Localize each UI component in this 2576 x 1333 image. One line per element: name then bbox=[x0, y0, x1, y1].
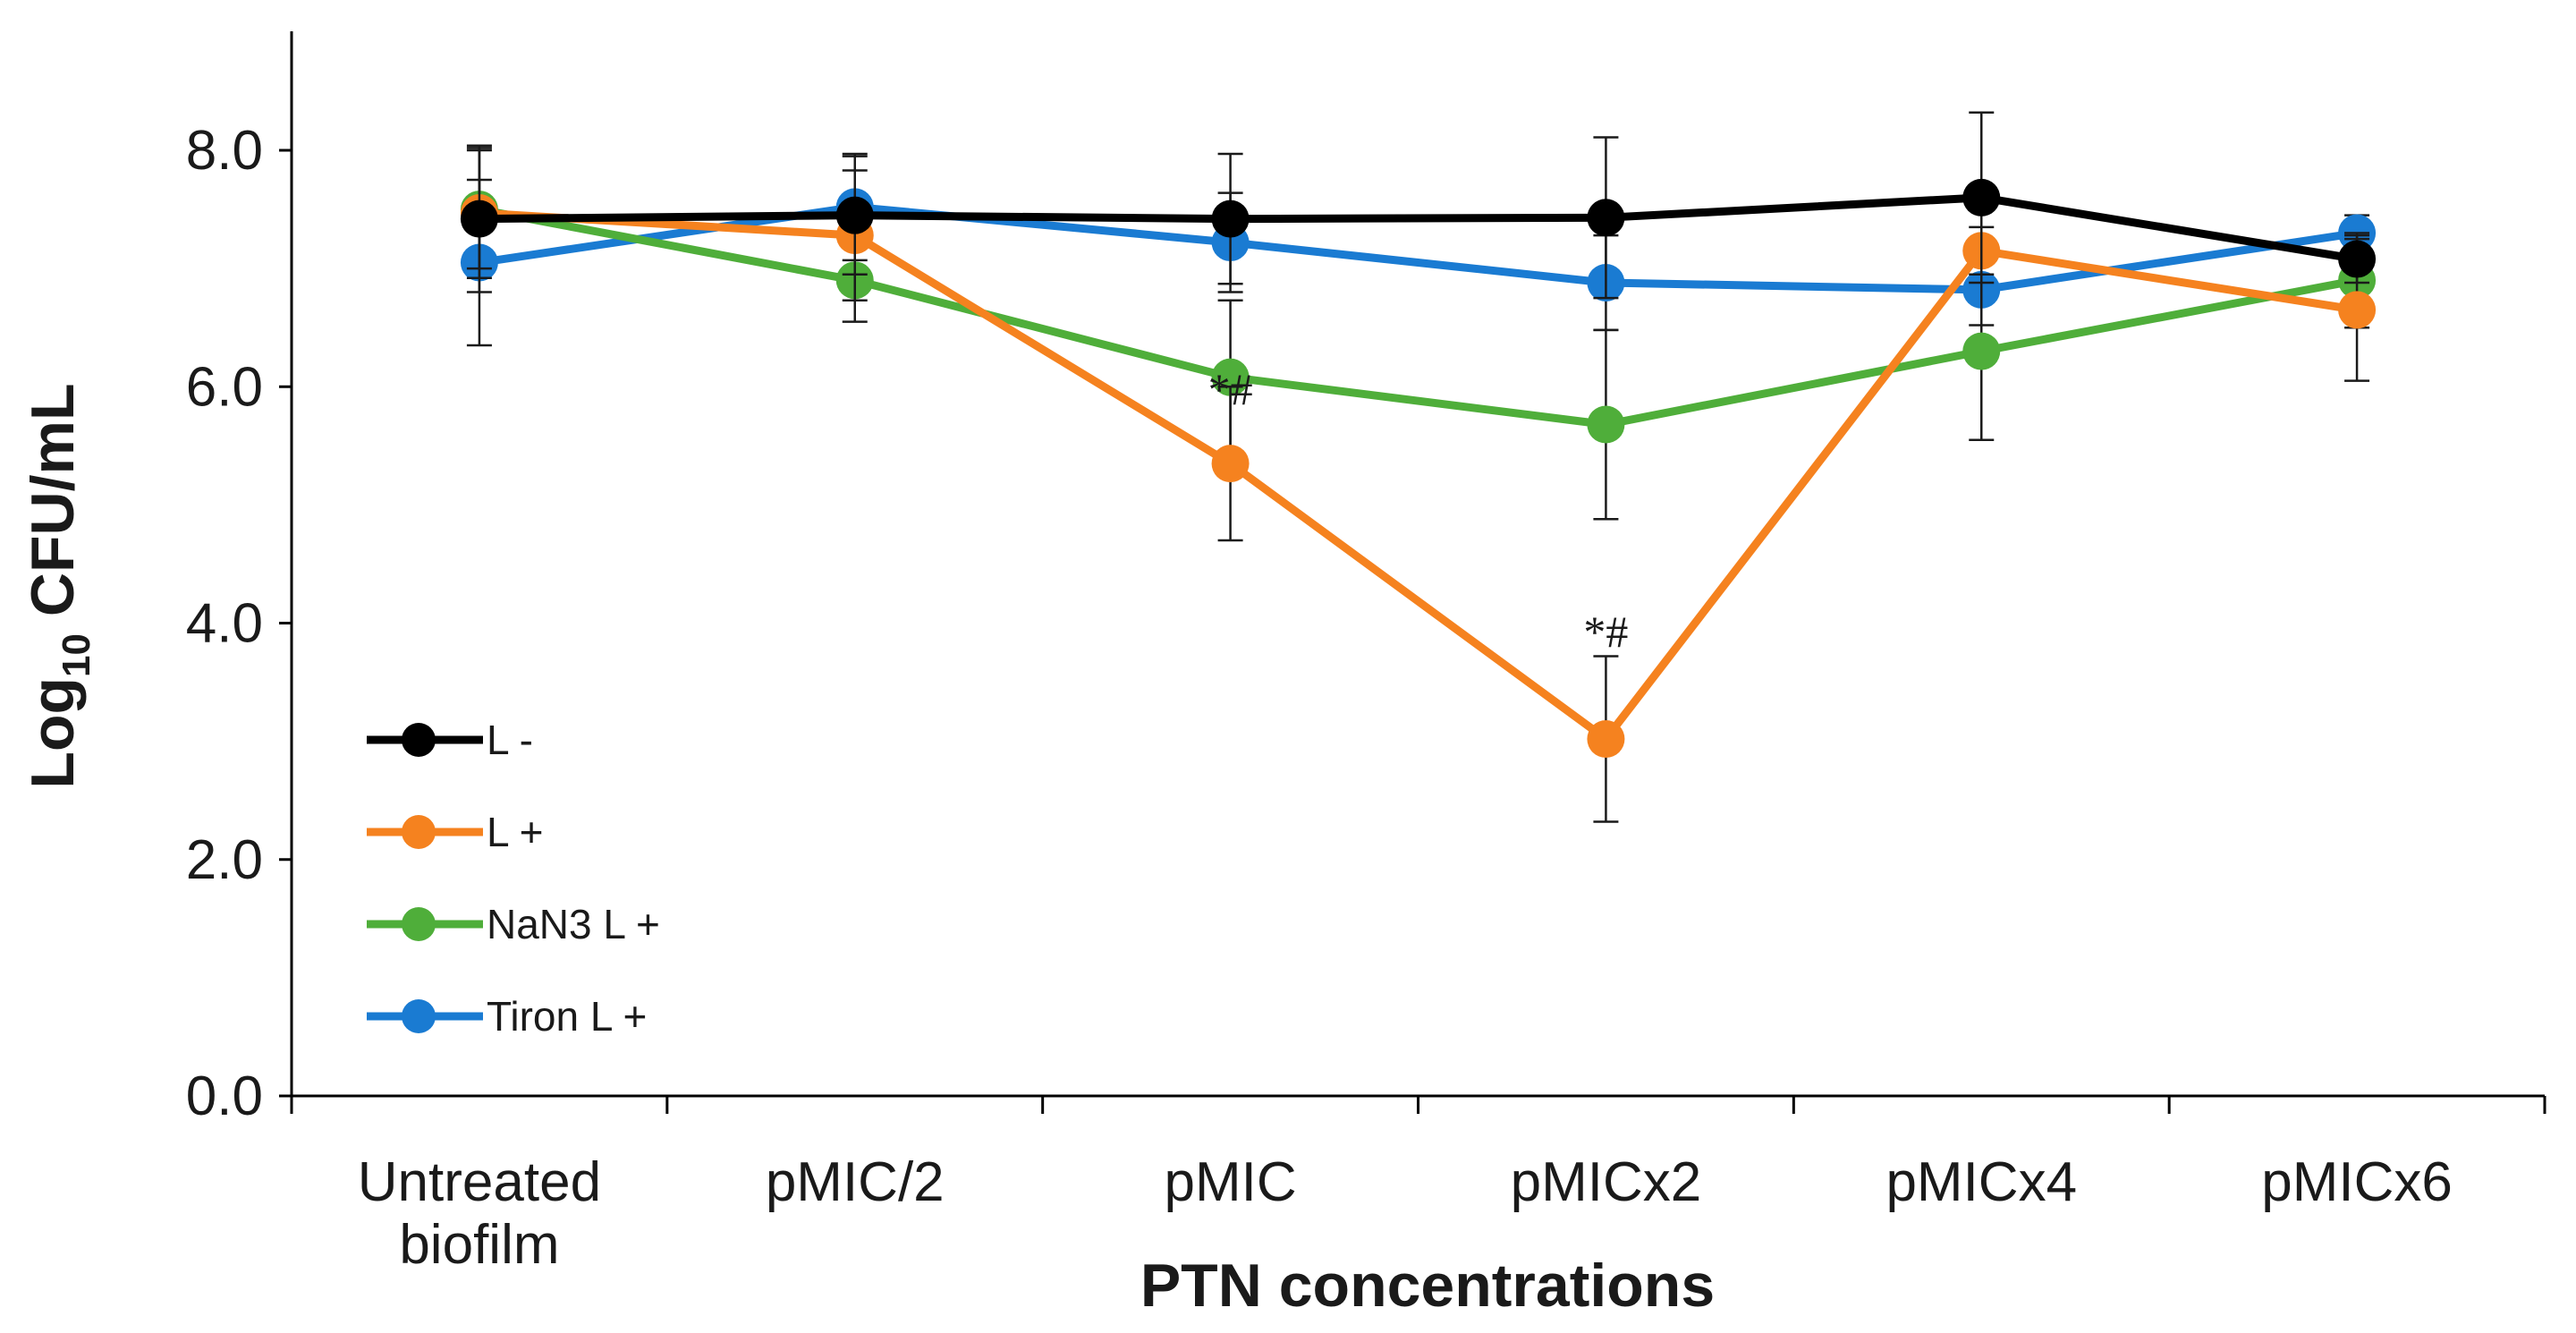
x-tick-label: pMIC bbox=[1165, 1151, 1297, 1213]
legend-swatch-marker bbox=[402, 999, 436, 1033]
y-axis-title-rest: CFU/mL bbox=[19, 383, 87, 633]
annotations: *# *# bbox=[1208, 364, 1629, 657]
data-point bbox=[1211, 445, 1250, 483]
x-tick-label: biofilm bbox=[399, 1214, 559, 1276]
y-tick-label: 6.0 bbox=[186, 356, 263, 418]
series-line bbox=[479, 208, 2358, 743]
series-line bbox=[479, 193, 2358, 263]
data-point bbox=[1211, 200, 1250, 238]
series-2 bbox=[460, 147, 2377, 823]
legend-swatch-marker bbox=[402, 815, 436, 849]
series bbox=[460, 111, 2377, 823]
y-tick-label: 8.0 bbox=[186, 120, 263, 182]
x-tick-label: Untreated bbox=[358, 1151, 601, 1213]
y-tick-label: 0.0 bbox=[186, 1066, 263, 1127]
data-point bbox=[2338, 291, 2377, 329]
x-tick-label: pMIC/2 bbox=[766, 1151, 945, 1213]
series-3 bbox=[460, 149, 2377, 521]
data-point bbox=[835, 196, 874, 234]
legend: L - L + NaN3 L + Tiron L + bbox=[367, 717, 660, 1040]
series-1 bbox=[460, 111, 2377, 300]
data-point bbox=[1962, 332, 2001, 370]
data-point bbox=[2338, 240, 2377, 278]
legend-swatch-marker bbox=[402, 907, 436, 941]
y-tick-label: 2.0 bbox=[186, 829, 263, 891]
data-point bbox=[1587, 719, 1625, 758]
data-point bbox=[1587, 199, 1625, 237]
series-4 bbox=[460, 152, 2377, 347]
data-point bbox=[460, 200, 498, 238]
series-line bbox=[479, 205, 2358, 429]
significance-annotation: *# bbox=[1583, 607, 1628, 657]
y-tick-label: 4.0 bbox=[186, 593, 263, 655]
legend-label: L - bbox=[487, 717, 533, 763]
y-axis-title-subscript: 10 bbox=[55, 633, 98, 677]
y-axis-title-main: Log bbox=[19, 677, 87, 789]
data-point bbox=[1587, 405, 1625, 444]
x-tick-label: pMICx2 bbox=[1511, 1151, 1702, 1213]
data-point bbox=[1962, 178, 2001, 217]
significance-annotation: *# bbox=[1208, 364, 1253, 414]
y-axis-title: Log10 CFU/mL bbox=[19, 383, 98, 788]
legend-swatch-marker bbox=[402, 723, 436, 757]
x-tick-label: pMICx4 bbox=[1885, 1151, 2077, 1213]
x-tick-label: pMICx6 bbox=[2261, 1151, 2453, 1213]
legend-label: L + bbox=[487, 809, 544, 855]
x-axis-title: PTN concentrations bbox=[1140, 1252, 1715, 1320]
legend-label: NaN3 L + bbox=[487, 901, 660, 947]
y-ticks: 0.0 2.0 4.0 6.0 8.0 bbox=[186, 120, 292, 1127]
legend-label: Tiron L + bbox=[487, 993, 647, 1040]
